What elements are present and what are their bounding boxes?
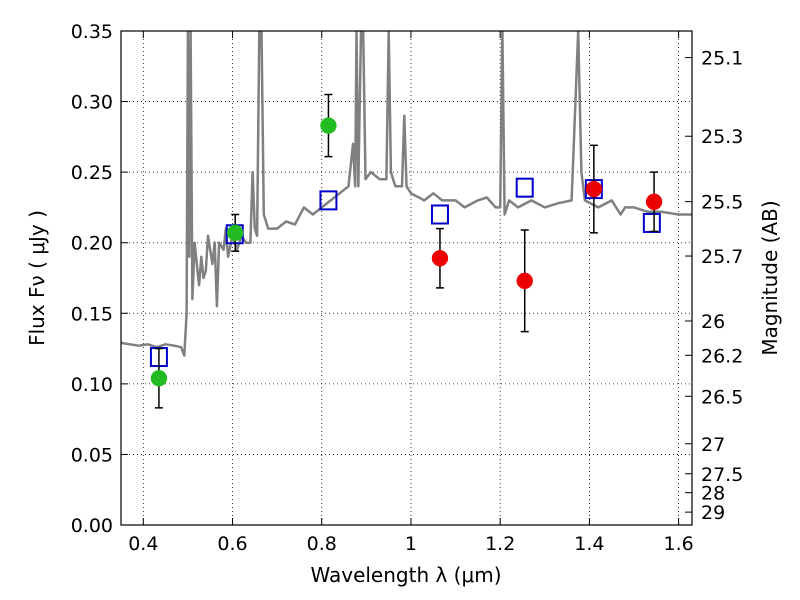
y-tick-label: 0.05 bbox=[71, 444, 113, 466]
magnitude-tick-label: 26 bbox=[701, 311, 725, 333]
plot-frame bbox=[120, 30, 693, 526]
x-tick-label: 0.8 bbox=[307, 533, 337, 555]
magnitude-tick-label: 26.5 bbox=[701, 386, 743, 408]
magnitude-tick-label: 26.2 bbox=[701, 345, 743, 367]
x-tick-label: 1 bbox=[405, 533, 417, 555]
observed-nir-point bbox=[645, 193, 663, 211]
model-photometry-square bbox=[515, 177, 534, 198]
observed-nir-point bbox=[431, 249, 449, 267]
observed-optical-point bbox=[150, 369, 168, 387]
y-tick-label: 0.10 bbox=[71, 374, 113, 396]
magnitude-axis-label: Magnitude (AB) bbox=[758, 200, 782, 355]
magnitude-tick-label: 27.5 bbox=[701, 464, 743, 486]
x-axis-label: Wavelength λ (μm) bbox=[310, 563, 501, 587]
model-photometry-square bbox=[319, 190, 338, 211]
magnitude-tick-label: 25.7 bbox=[701, 246, 743, 268]
magnitude-tick-label: 28 bbox=[701, 483, 725, 505]
magnitude-tick-label: 25.3 bbox=[701, 126, 743, 148]
x-tick-label: 1.2 bbox=[485, 533, 515, 555]
plot-area bbox=[121, 31, 692, 409]
x-tick-label: 0.6 bbox=[217, 533, 247, 555]
magnitude-tick-label: 25.1 bbox=[701, 48, 743, 70]
observed-optical-point bbox=[226, 224, 244, 242]
model-spectrum-line bbox=[121, 31, 692, 357]
y-axis-label: Flux Fν ( μJy ) bbox=[25, 210, 49, 346]
y-tick-label: 0.15 bbox=[71, 303, 113, 325]
x-tick-label: 0.4 bbox=[128, 533, 158, 555]
model-photometry-square bbox=[642, 212, 661, 233]
y-tick-label: 0.35 bbox=[71, 21, 113, 43]
observed-nir-point bbox=[516, 272, 533, 290]
x-tick-label: 1.4 bbox=[574, 533, 604, 555]
magnitude-tick-label: 27 bbox=[701, 434, 725, 456]
model-photometry-square bbox=[430, 204, 449, 225]
y-tick-label: 0.30 bbox=[71, 92, 113, 114]
magnitude-tick-label: 29 bbox=[701, 502, 725, 524]
y-tick-label: 0.20 bbox=[71, 233, 113, 255]
axis-ticks: 0.4 0.6 0.8 1 1.2 1.4 1.6 0.00 0.05 0.10 0.15 0.20 0… bbox=[71, 21, 744, 555]
observed-nir-point bbox=[585, 180, 603, 198]
y-tick-label: 0.25 bbox=[71, 162, 113, 184]
observed-optical-point bbox=[320, 117, 337, 134]
magnitude-tick-label: 25.5 bbox=[701, 192, 743, 214]
y-tick-label: 0.00 bbox=[71, 515, 113, 537]
grid-lines bbox=[121, 31, 692, 525]
x-tick-label: 1.6 bbox=[664, 533, 694, 555]
